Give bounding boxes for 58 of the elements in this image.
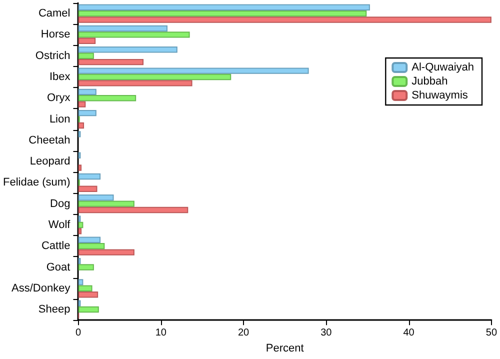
bar [78,285,92,292]
bar [78,46,178,53]
x-tick-label: 0 [75,328,82,339]
bar [78,80,192,86]
y-tick-label: Felidae (sum) [2,176,70,189]
bar [78,222,84,228]
x-tick-label: 30 [320,328,332,339]
bar [78,236,101,244]
x-axis-title: Percent [266,342,304,354]
bar [78,194,114,201]
bar [78,32,190,38]
bar [78,228,82,234]
x-tick-label: 10 [155,328,167,339]
bar [78,264,94,270]
y-tick-label: Oryx [47,92,71,104]
y-tick-label: Ibex [49,70,71,83]
bar [78,68,309,74]
bar [78,110,96,116]
y-tick-label: Camel [38,8,70,20]
bar [78,38,96,44]
bar [78,291,98,298]
bar [78,58,144,66]
y-tick-label: Cheetah [28,134,70,146]
y-tick-label: Ass/Donkey [12,282,71,294]
y-tick-label: Ostrich [35,50,70,62]
bar [78,243,105,250]
bar [78,16,492,23]
y-tick-label: Dog [50,198,70,210]
bar [78,186,98,192]
bar [78,206,188,214]
x-tick-label: 40 [403,328,415,339]
y-tick-label: Horse [40,28,70,41]
legend-label: Shuwaymis [412,90,468,102]
bar [78,52,94,59]
bar [78,4,370,10]
legend-label: Jubbah [412,76,448,88]
x-tick-label: 20 [238,328,250,339]
bar [78,122,84,129]
bar [78,279,84,286]
y-tick-label: Goat [46,261,70,274]
y-tick-label: Leopard [30,156,70,168]
y-tick-label: Cattle [41,240,70,252]
bar [78,200,134,207]
y-tick-label: Wolf [48,218,72,231]
bar [78,95,136,102]
y-tick-label: Lion [49,113,70,126]
bar [78,173,101,180]
legend-label: Al-Quwaiyah [412,62,474,74]
bar [78,249,134,256]
bar [78,306,99,313]
bar [78,88,96,96]
y-tick-label: Sheep [38,304,70,316]
bar [78,10,367,17]
x-tick-label: 50 [486,328,498,339]
bar [78,25,168,32]
bar [78,164,82,171]
bar [78,74,232,80]
bar [78,101,86,108]
